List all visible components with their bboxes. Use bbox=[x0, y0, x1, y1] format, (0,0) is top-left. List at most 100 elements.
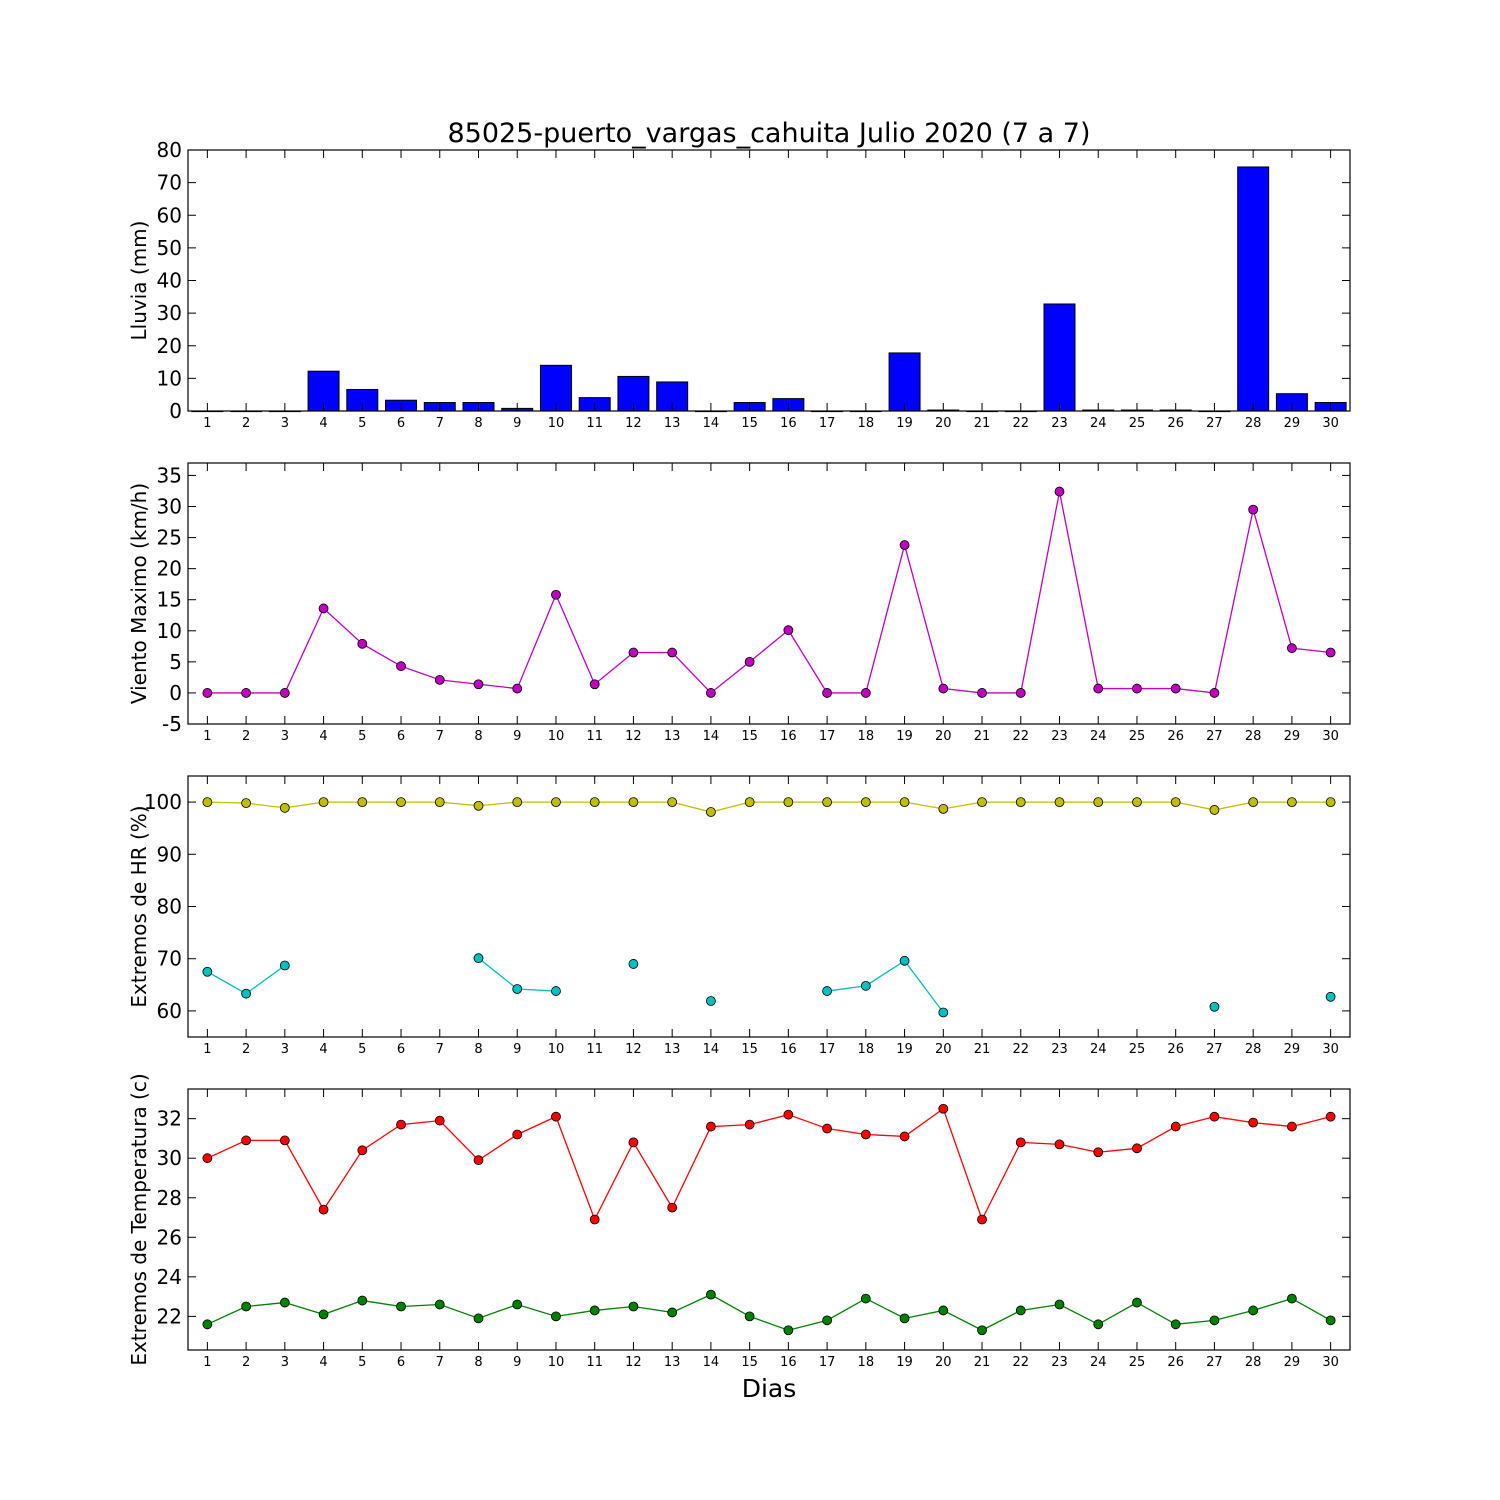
rain-bar-day-19 bbox=[888, 352, 921, 412]
wind-series-0-point-day-30 bbox=[1325, 647, 1336, 658]
hr-xtick-label: 20 bbox=[935, 1042, 952, 1057]
temp-series-1-point-day-13 bbox=[667, 1307, 678, 1318]
rain-xtick-label: 21 bbox=[974, 416, 991, 431]
temp-xtick-label: 13 bbox=[664, 1355, 681, 1370]
wind-ytick-label: 15 bbox=[157, 588, 182, 612]
temp-series-1-point-day-1 bbox=[202, 1319, 213, 1330]
wind-xtick-label: 15 bbox=[741, 729, 758, 744]
temp-xtick-label: 1 bbox=[203, 1355, 211, 1370]
hr-series-0-point-day-15 bbox=[744, 797, 755, 807]
temp-xtick-label: 3 bbox=[281, 1355, 289, 1370]
hr-series-0-point-day-1 bbox=[202, 797, 213, 807]
temp-series-1-point-day-4 bbox=[318, 1309, 329, 1320]
temp-series-1-point-day-11 bbox=[589, 1305, 600, 1316]
temp-ytick-label: 22 bbox=[157, 1304, 182, 1328]
rain-xtick-label: 28 bbox=[1245, 416, 1262, 431]
hr-ytick-label: 100 bbox=[144, 790, 182, 814]
hr-xtick-label: 3 bbox=[281, 1042, 289, 1057]
temp-xtick-label: 27 bbox=[1206, 1355, 1223, 1370]
temp-series-0-point-day-27 bbox=[1209, 1111, 1220, 1122]
rain-ytick-label: 80 bbox=[157, 138, 182, 162]
temp-xtick-label: 8 bbox=[474, 1355, 482, 1370]
temp-series-0-point-day-24 bbox=[1093, 1147, 1104, 1158]
wind-series-0-point-day-14 bbox=[706, 688, 716, 698]
temp-series-0-point-day-11 bbox=[589, 1214, 600, 1225]
wind-xtick-label: 19 bbox=[896, 729, 913, 744]
wind-series-0-point-day-13 bbox=[667, 647, 678, 658]
wind-xtick-label: 16 bbox=[780, 729, 797, 744]
hr-series-0-point-day-9 bbox=[512, 797, 523, 807]
wind-xtick-label: 14 bbox=[703, 729, 720, 744]
temp-series-1-point-day-7 bbox=[434, 1299, 445, 1310]
hr-series-0-point-day-26 bbox=[1170, 797, 1181, 807]
wind-ytick-label: 35 bbox=[157, 463, 182, 487]
temp-xtick-label: 12 bbox=[625, 1355, 642, 1370]
temp-series-0-point-day-13 bbox=[667, 1202, 678, 1213]
hr-xtick-label: 19 bbox=[896, 1042, 913, 1057]
wind-ytick-label: 5 bbox=[169, 650, 182, 674]
rain-xtick-label: 12 bbox=[625, 416, 642, 431]
hr-series-0-point-day-16 bbox=[783, 797, 794, 807]
hr-series-0-point-day-25 bbox=[1132, 797, 1142, 807]
hr-series-0-point-day-17 bbox=[822, 797, 832, 807]
temp-xtick-label: 4 bbox=[319, 1355, 327, 1370]
temp-series-0-point-day-10 bbox=[551, 1111, 561, 1122]
temp-series-1-line bbox=[207, 1293, 1331, 1331]
hr-series-0-point-day-29 bbox=[1287, 797, 1297, 807]
hr-series-0-point-day-24 bbox=[1093, 797, 1104, 807]
hr-xtick-label: 15 bbox=[741, 1042, 758, 1057]
temp-series-1-point-day-12 bbox=[628, 1301, 639, 1312]
hr-xtick-label: 13 bbox=[664, 1042, 681, 1057]
rain-ytick-label: 10 bbox=[157, 366, 182, 390]
rain-xtick-label: 29 bbox=[1284, 416, 1301, 431]
rain-y-axis-label: Lluvia (mm) bbox=[127, 221, 151, 341]
rain-xtick-label: 14 bbox=[703, 416, 720, 431]
rain-xtick-label: 10 bbox=[548, 416, 565, 431]
wind-series-0-point-day-11 bbox=[589, 679, 600, 690]
wind-xtick-label: 8 bbox=[474, 729, 482, 744]
temp-series-1-point-day-8 bbox=[473, 1313, 484, 1324]
wind-series-0-point-day-22 bbox=[1015, 688, 1026, 698]
wind-xtick-label: 17 bbox=[819, 729, 836, 744]
hr-ytick-label: 80 bbox=[157, 895, 182, 919]
wind-series-0-point-day-20 bbox=[938, 683, 949, 694]
hr-xtick-label: 27 bbox=[1206, 1042, 1223, 1057]
temp-series-0-point-day-18 bbox=[860, 1129, 871, 1140]
hr-series-0-point-day-21 bbox=[977, 797, 987, 807]
wind-xtick-label: 24 bbox=[1090, 729, 1107, 744]
hr-ytick-label: 70 bbox=[157, 947, 182, 971]
hr-series-0-point-day-8 bbox=[473, 800, 484, 811]
temp-series-0-point-day-1 bbox=[202, 1153, 213, 1164]
hr-series-0-point-day-3 bbox=[279, 802, 290, 813]
wind-xtick-label: 28 bbox=[1245, 729, 1262, 744]
temp-series-0-point-day-14 bbox=[706, 1121, 716, 1132]
wind-ytick-label: 25 bbox=[157, 526, 182, 550]
temp-series-0-point-day-2 bbox=[241, 1135, 252, 1146]
wind-series-0-point-day-9 bbox=[512, 683, 523, 694]
hr-xtick-label: 17 bbox=[819, 1042, 836, 1057]
wind-series-0-point-day-17 bbox=[822, 688, 832, 698]
rain-ytick-label: 20 bbox=[157, 334, 182, 358]
temp-series-1-point-day-6 bbox=[396, 1301, 406, 1312]
hr-series-1-point-day-14 bbox=[706, 996, 716, 1006]
temp-xtick-label: 23 bbox=[1051, 1355, 1068, 1370]
rain-xtick-label: 30 bbox=[1322, 416, 1339, 431]
rain-xtick-label: 3 bbox=[281, 416, 289, 431]
rain-xtick-label: 25 bbox=[1129, 416, 1146, 431]
hr-series-0-point-day-11 bbox=[589, 797, 600, 807]
temp-axes-frame bbox=[187, 1088, 1351, 1351]
temp-series-0-point-day-23 bbox=[1054, 1139, 1065, 1150]
hr-series-0-point-day-4 bbox=[318, 797, 329, 807]
temp-series-0-point-day-9 bbox=[512, 1129, 523, 1140]
temp-series-0-point-day-29 bbox=[1287, 1121, 1297, 1132]
hr-xtick-label: 23 bbox=[1051, 1042, 1068, 1057]
temp-xtick-label: 19 bbox=[896, 1355, 913, 1370]
temp-series-0-point-day-8 bbox=[473, 1155, 484, 1166]
temp-series-1-point-day-30 bbox=[1325, 1315, 1336, 1326]
temp-series-0-line bbox=[207, 1107, 1331, 1222]
temp-series-1-point-day-23 bbox=[1054, 1299, 1065, 1310]
wind-axes-frame bbox=[187, 462, 1351, 725]
rain-ytick-label: 50 bbox=[157, 236, 182, 260]
